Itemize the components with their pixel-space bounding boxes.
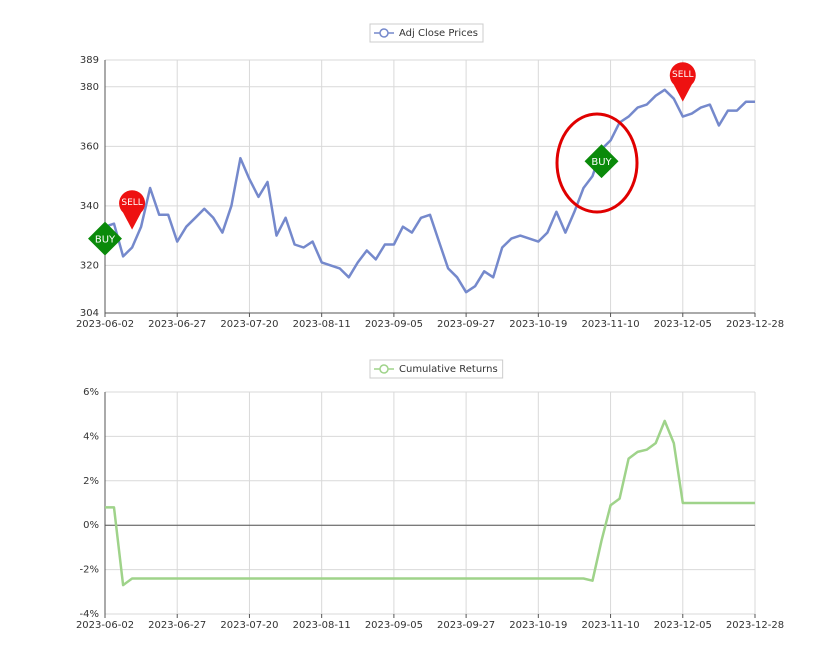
legend: Adj Close Prices bbox=[369, 23, 484, 43]
signal-marker bbox=[584, 144, 619, 179]
signal-label: SELL bbox=[121, 198, 142, 208]
y-tick-label: 6% bbox=[83, 387, 99, 398]
signal-marker bbox=[88, 221, 122, 256]
legend-box bbox=[369, 359, 504, 379]
signal-label: BUY bbox=[95, 235, 116, 246]
x-tick-label: 2023-12-28 bbox=[726, 620, 784, 631]
x-tick-label: 2023-07-20 bbox=[220, 319, 278, 330]
x-tick-label: 2023-09-27 bbox=[437, 319, 495, 330]
y-tick-label: 340 bbox=[80, 201, 99, 212]
y-tick-label: 2% bbox=[83, 476, 99, 487]
y-tick-label: 380 bbox=[80, 82, 99, 93]
x-tick-label: 2023-10-19 bbox=[509, 319, 567, 330]
x-tick-label: 2023-07-20 bbox=[220, 620, 278, 631]
x-tick-label: 2023-06-02 bbox=[76, 319, 134, 330]
x-tick-label: 2023-12-05 bbox=[654, 620, 712, 631]
x-tick-label: 2023-09-05 bbox=[365, 620, 423, 631]
x-tick-label: 2023-06-27 bbox=[148, 319, 206, 330]
x-tick-label: 2023-10-19 bbox=[509, 620, 567, 631]
signal-label: SELL bbox=[672, 70, 693, 80]
x-tick-label: 2023-11-10 bbox=[581, 319, 639, 330]
legend-label: Cumulative Returns bbox=[399, 364, 498, 375]
y-tick-label: 304 bbox=[80, 308, 99, 319]
y-tick-label: 320 bbox=[80, 260, 99, 271]
legend: Cumulative Returns bbox=[369, 359, 504, 379]
series-line bbox=[105, 419, 755, 587]
x-tick-label: 2023-09-05 bbox=[365, 319, 423, 330]
legend-label: Adj Close Prices bbox=[399, 28, 478, 39]
y-tick-label: -2% bbox=[80, 565, 99, 576]
x-tick-label: 2023-06-27 bbox=[148, 620, 206, 631]
x-tick-label: 2023-11-10 bbox=[581, 620, 639, 631]
x-tick-label: 2023-08-11 bbox=[293, 319, 351, 330]
x-tick-label: 2023-08-11 bbox=[293, 620, 351, 631]
highlight-circle bbox=[555, 112, 639, 214]
legend-marker bbox=[379, 28, 389, 38]
signal-label: BUY bbox=[591, 157, 612, 168]
legend-box bbox=[369, 23, 484, 43]
signal-marker bbox=[119, 190, 146, 230]
x-tick-label: 2023-12-28 bbox=[726, 319, 784, 330]
x-tick-label: 2023-09-27 bbox=[437, 620, 495, 631]
y-tick-label: -4% bbox=[80, 609, 99, 620]
x-tick-label: 2023-12-05 bbox=[654, 319, 712, 330]
x-tick-label: 2023-06-02 bbox=[76, 620, 134, 631]
y-tick-label: 0% bbox=[83, 520, 99, 531]
y-tick-label: 4% bbox=[83, 431, 99, 442]
legend-marker bbox=[379, 364, 389, 374]
signal-marker bbox=[669, 62, 696, 102]
y-tick-label: 360 bbox=[80, 141, 99, 152]
y-tick-label: 389 bbox=[80, 55, 99, 66]
series-line bbox=[104, 88, 755, 294]
